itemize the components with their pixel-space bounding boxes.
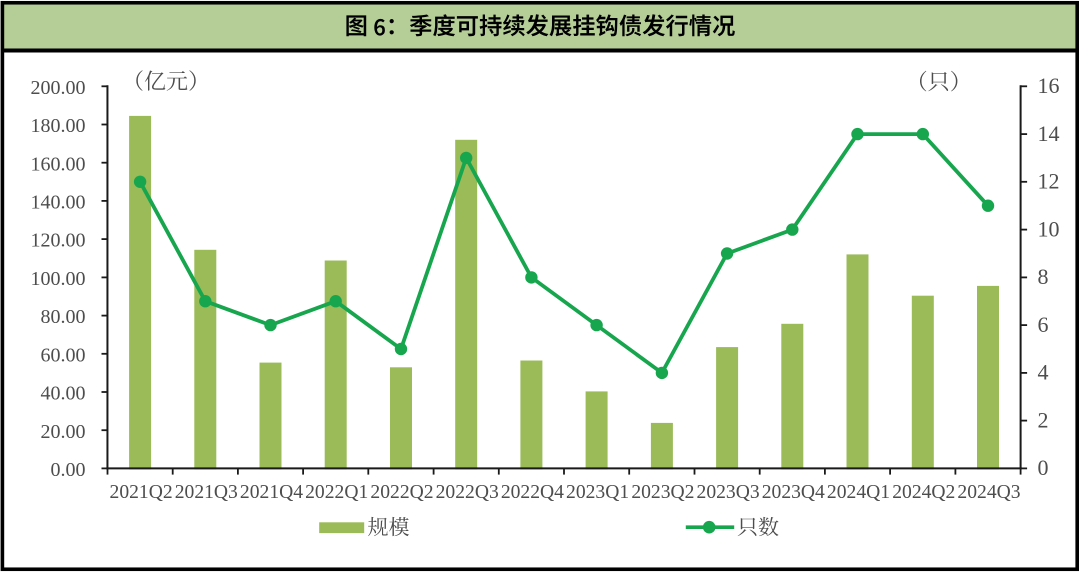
svg-text:6: 6 [1038,312,1049,337]
svg-text:2023Q3: 2023Q3 [697,482,760,503]
svg-text:2: 2 [1038,407,1049,432]
svg-text:2021Q3: 2021Q3 [175,482,238,503]
svg-text:100.00: 100.00 [31,268,86,290]
svg-text:2022Q1: 2022Q1 [305,482,368,503]
svg-text:2022Q4: 2022Q4 [501,482,564,503]
svg-text:180.00: 180.00 [31,115,86,137]
svg-text:140.00: 140.00 [31,192,86,214]
svg-text:14: 14 [1038,121,1060,146]
svg-text:80.00: 80.00 [41,306,86,328]
svg-text:2023Q2: 2023Q2 [631,482,694,503]
svg-text:0.00: 0.00 [51,459,86,481]
svg-text:10: 10 [1038,216,1060,241]
svg-text:2024Q3: 2024Q3 [957,482,1020,503]
svg-text:12: 12 [1038,169,1060,194]
svg-text:8: 8 [1038,264,1049,289]
svg-text:120.00: 120.00 [31,230,86,252]
svg-text:200.00: 200.00 [31,77,86,99]
svg-text:0: 0 [1038,455,1049,480]
svg-text:2024Q1: 2024Q1 [827,482,890,503]
svg-text:20.00: 20.00 [41,421,86,443]
svg-text:2022Q3: 2022Q3 [436,482,499,503]
svg-text:2021Q4: 2021Q4 [240,482,303,503]
svg-text:2024Q2: 2024Q2 [892,482,955,503]
svg-text:2022Q2: 2022Q2 [370,482,433,503]
svg-text:2023Q4: 2023Q4 [762,482,825,503]
svg-text:60.00: 60.00 [41,344,86,366]
svg-text:16: 16 [1038,73,1060,98]
svg-text:4: 4 [1038,360,1049,385]
svg-text:160.00: 160.00 [31,153,86,175]
svg-text:2023Q1: 2023Q1 [566,482,629,503]
svg-text:2021Q2: 2021Q2 [110,482,173,503]
svg-text:40.00: 40.00 [41,383,86,405]
